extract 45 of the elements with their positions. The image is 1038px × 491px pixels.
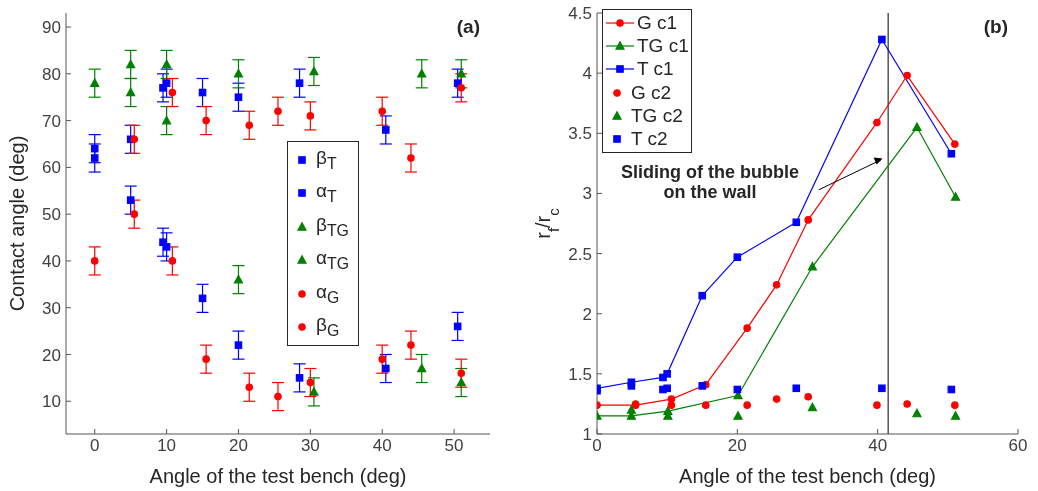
y-tick-label: 4.5 <box>568 4 592 24</box>
y-tick-label: 30 <box>42 298 61 318</box>
y-tick-label: 2.5 <box>568 244 592 264</box>
y-tick-label: 4 <box>582 64 592 84</box>
y-tick-label: 10 <box>42 392 61 412</box>
x-tick-label: 60 <box>1008 436 1028 456</box>
legend-label: β$_{T}$ <box>316 146 337 173</box>
y-axis-title: Contact angle (deg) <box>6 135 28 312</box>
x-tick-label: 20 <box>727 436 747 456</box>
annotation: (b) <box>983 16 1008 37</box>
y-tick-label: 3.5 <box>568 124 592 144</box>
x-tick-label: 30 <box>300 436 320 456</box>
x-tick-label: 40 <box>868 436 888 456</box>
x-tick-label: 20 <box>229 436 248 456</box>
y-tick-label: 60 <box>42 158 61 178</box>
legend-label: β$_{G}$ <box>316 314 340 341</box>
x-tick-label: 50 <box>444 436 464 456</box>
x-tick-label: 0 <box>90 436 100 456</box>
x-axis-title: Angle of the test bench (deg) <box>679 465 936 487</box>
y-tick-label: 90 <box>42 18 61 38</box>
y-tick-label: 80 <box>42 64 61 84</box>
legend-label: α$_{G}$ <box>316 280 340 307</box>
legend-label: TG c2 <box>631 104 683 127</box>
y-tick-label: 2 <box>582 304 592 324</box>
legend-label: α$_{TG}$ <box>316 247 349 274</box>
y-tick-label: 1 <box>582 425 592 445</box>
annotation: (a) <box>456 16 480 37</box>
y-tick-label: 40 <box>42 251 61 271</box>
y-tick-label: 1.5 <box>568 364 592 384</box>
x-tick-label: 40 <box>372 436 392 456</box>
legend-label: T c2 <box>631 128 668 151</box>
y-tick-label: 20 <box>42 345 61 365</box>
y-tick-label: 70 <box>42 111 61 131</box>
y-tick-label: 3 <box>582 184 592 204</box>
x-axis-title: Angle of the test bench (deg) <box>149 465 407 487</box>
legend-label: T c1 <box>637 58 674 81</box>
legend-label: TG c1 <box>637 34 689 57</box>
x-tick-label: 0 <box>592 436 602 456</box>
legend-label: G c2 <box>631 81 672 104</box>
annotation: Sliding of the bubble on the wall <box>620 161 799 202</box>
legend-label: β$_{TG}$ <box>316 213 349 240</box>
x-tick-label: 10 <box>157 436 177 456</box>
legend-label: α$_{T}$ <box>316 180 337 207</box>
legend-label: G c1 <box>637 11 678 34</box>
y-tick-label: 50 <box>42 205 61 225</box>
